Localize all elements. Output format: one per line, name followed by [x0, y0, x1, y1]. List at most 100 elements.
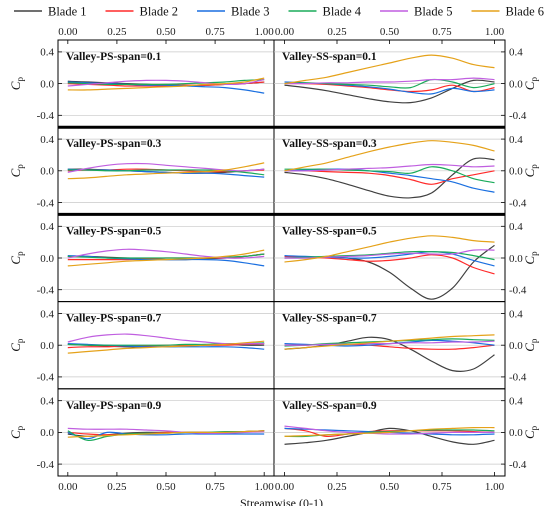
legend: Blade 1 Blade 2 Blade 3 Blade 4 Blade 5 Blade…	[14, 5, 544, 19]
x-tick-label: 0.75	[432, 481, 452, 493]
y-tick-label: -0.4	[37, 372, 55, 384]
y-axis-label: Cp	[8, 251, 25, 265]
series-line-blade-5	[284, 425, 495, 435]
panel-label: Valley-PS-span=0.7	[66, 313, 162, 325]
x-tick-label: 1.00	[255, 481, 275, 493]
x-tick-label: 0.25	[107, 26, 127, 38]
y-axis-label: Cp	[522, 77, 539, 91]
x-tick-label: 0.25	[107, 481, 127, 493]
y-tick-label: -0.4	[37, 110, 55, 122]
y-axis-label: Cp	[8, 164, 25, 178]
series-line-blade-4	[67, 79, 265, 86]
series-line-blade-6	[284, 426, 495, 437]
y-tick-label: 0.4	[40, 221, 54, 233]
panel-label: Valley-SS-span=0.7	[282, 313, 377, 325]
bottom-x-axis: 0.00 0.25 0.50 0.75 1.00 0.00 0.25 0.50 0.75 1.00	[58, 472, 505, 493]
y-axis-label: Cp	[8, 425, 25, 439]
x-tick-label: 0.25	[327, 26, 347, 38]
series-line-blade-6	[284, 235, 495, 263]
series-line-blade-1	[284, 157, 495, 199]
x-axis-label: Streamwise (0-1)	[240, 496, 323, 506]
y-axis-label: Cp	[522, 164, 539, 178]
panel-label: Valley-SS-span=0.5	[282, 225, 377, 237]
y-tick-label: 0.0	[40, 166, 54, 178]
legend-label: Blade 5	[414, 5, 453, 19]
series-line-blade-2	[284, 170, 495, 185]
y-tick-label: 0.0	[40, 78, 54, 90]
series-line-blade-6	[67, 430, 265, 438]
y-axis-label: Cp	[522, 251, 539, 265]
series-line-blade-4	[284, 166, 495, 184]
x-tick-label: 0.00	[275, 26, 295, 38]
panel-ss-row1: 0.4 0.0 -0.4 Cp Valley-SS-span=0.3	[273, 126, 539, 215]
y-axis-label: Cp	[8, 338, 25, 352]
series-line-blade-1	[284, 427, 495, 445]
series-line-blade-6	[67, 249, 265, 267]
top-x-axis: 0.00 0.25 0.50 0.75 1.00 0.00 0.25 0.50 0.75 1.00	[58, 26, 505, 44]
legend-label: Blade 4	[323, 5, 362, 19]
y-tick-label: -0.4	[509, 197, 527, 209]
y-tick-label: -0.4	[37, 197, 55, 209]
x-tick-label: 0.75	[205, 26, 225, 38]
x-tick-label: 0.75	[205, 481, 225, 493]
y-tick-label: 0.4	[509, 47, 523, 59]
series-line-blade-6	[284, 334, 495, 350]
legend-label: Blade 2	[140, 5, 179, 19]
panel-label: Valley-SS-span=0.9	[282, 400, 377, 412]
panel-ps-row1: 0.4 0.0 -0.4 Cp Valley-PS-span=0.3	[8, 126, 275, 215]
y-tick-label: 0.4	[40, 47, 54, 59]
y-tick-label: 0.4	[509, 308, 523, 320]
y-tick-label: -0.4	[37, 459, 55, 471]
y-tick-label: -0.4	[509, 372, 527, 384]
series-line-blade-5	[67, 79, 265, 87]
series-line-blade-5	[67, 333, 265, 345]
series-line-blade-6	[67, 77, 265, 91]
y-tick-label: 0.0	[40, 427, 54, 439]
y-tick-label: -0.4	[509, 110, 527, 122]
y-tick-label: 0.4	[40, 134, 54, 146]
panel-label: Valley-SS-span=0.1	[282, 51, 377, 63]
panel-ss-row4: 0.4 0.0 -0.4 Cp Valley-SS-span=0.9	[273, 388, 539, 477]
series-line-blade-3	[67, 168, 265, 178]
series-line-blade-3	[67, 431, 265, 440]
y-tick-label: 0.4	[509, 395, 523, 407]
series-line-blade-5	[284, 340, 495, 346]
y-tick-label: 0.4	[40, 395, 54, 407]
y-tick-label: 0.0	[40, 340, 54, 352]
x-tick-label: 1.00	[485, 481, 505, 493]
y-tick-label: -0.4	[509, 459, 527, 471]
panel-label: Valley-SS-span=0.3	[282, 138, 377, 150]
y-tick-label: 0.4	[509, 221, 523, 233]
panel-ss-row2: 0.4 0.0 -0.4 Cp Valley-SS-span=0.5	[273, 213, 539, 303]
panel-label: Valley-PS-span=0.1	[66, 51, 162, 63]
panel-label: Valley-PS-span=0.9	[66, 400, 162, 412]
panel-label: Valley-PS-span=0.5	[66, 225, 162, 237]
y-tick-label: 0.0	[509, 78, 523, 90]
series-line-blade-5	[67, 162, 265, 173]
series-line-blade-5	[284, 77, 495, 85]
series-line-blade-5	[67, 427, 265, 434]
x-tick-label: 0.50	[380, 26, 400, 38]
x-tick-label: 0.75	[432, 26, 452, 38]
legend-label: Blade 3	[231, 5, 270, 19]
y-tick-label: 0.4	[40, 308, 54, 320]
panel-ps-row2: 0.4 0.0 -0.4 Cp Valley-PS-span=0.5	[8, 213, 275, 303]
x-tick-label: 1.00	[485, 26, 505, 38]
x-tick-label: 0.50	[380, 481, 400, 493]
panel-ps-row3: 0.4 0.0 -0.4 Cp Valley-PS-span=0.7	[8, 301, 275, 390]
series-line-blade-4	[67, 169, 265, 176]
panel-label: Valley-PS-span=0.3	[66, 138, 162, 150]
x-tick-label: 0.00	[58, 26, 78, 38]
x-tick-label: 0.50	[156, 481, 176, 493]
panels: 0.4 0.0 -0.4 Cp Valley-PS-span=0.1 0.4 0.0 -0.4…	[8, 39, 539, 477]
series-line-blade-6	[284, 54, 495, 85]
y-tick-label: -0.4	[509, 285, 527, 297]
series-line-blade-6	[67, 340, 265, 354]
x-tick-label: 0.25	[327, 481, 347, 493]
y-tick-label: 0.0	[509, 340, 523, 352]
panel-ss-row3: 0.4 0.0 -0.4 Cp Valley-SS-span=0.7	[273, 301, 539, 390]
panel-ps-row4: 0.4 0.0 -0.4 Cp Valley-PS-span=0.9	[8, 388, 275, 477]
y-tick-label: 0.4	[509, 134, 523, 146]
series-line-blade-1	[284, 79, 495, 104]
